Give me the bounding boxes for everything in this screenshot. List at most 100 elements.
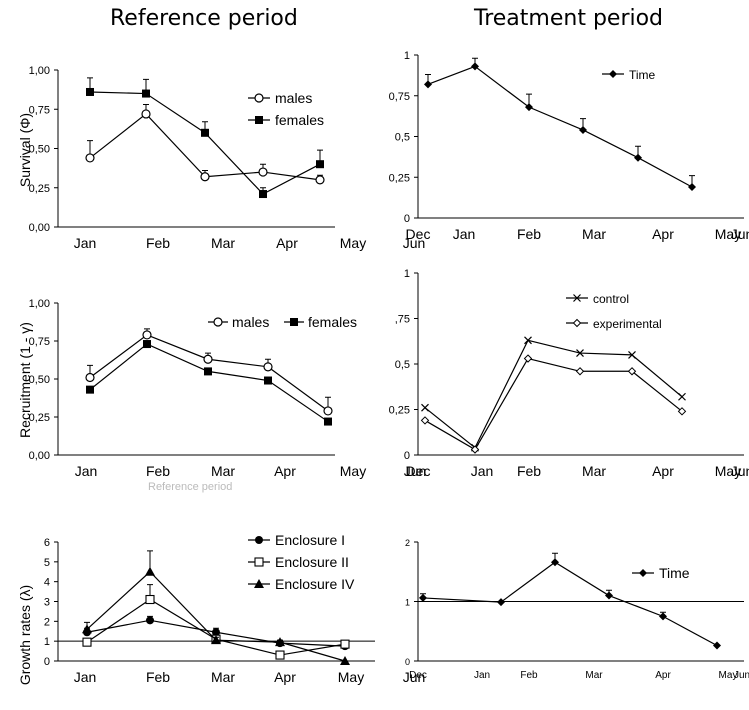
legend-marker [254, 93, 264, 103]
data-point [258, 167, 268, 177]
series-line [422, 561, 718, 647]
data-point [688, 183, 696, 192]
x-tick-label: Jun [403, 669, 426, 685]
x-tick-label: Feb [146, 235, 170, 251]
x-tick-label: Jan [74, 235, 97, 251]
data-point [678, 392, 686, 401]
x-tick-label: May [340, 235, 366, 251]
y-tick-label: 1,00 [29, 65, 50, 77]
legend: males females [248, 90, 324, 128]
y-tick-label: 3 [44, 597, 50, 609]
y-tick-label: 0,25 [389, 405, 410, 417]
data-point [203, 354, 213, 364]
series-females [86, 77, 324, 199]
data-point [340, 639, 350, 649]
data-point [86, 87, 94, 96]
data-point [551, 558, 559, 567]
data-point [86, 385, 94, 394]
y-tick-label: 4 [44, 577, 50, 589]
data-point [420, 416, 430, 425]
y-tick-label: 0,75 [29, 104, 50, 116]
series-control [421, 336, 686, 452]
data-point [146, 616, 154, 625]
x-tick-label: Mar [211, 235, 235, 251]
data-point [263, 362, 273, 372]
x-tick-label: May [340, 463, 366, 479]
x-tick-label: May [715, 463, 741, 479]
series-males [85, 104, 325, 185]
x-tick-label: Jan [474, 670, 490, 681]
data-point [141, 109, 151, 119]
data-point [576, 349, 584, 358]
y-tick-label: 0,5 [395, 359, 410, 371]
series-time [419, 552, 721, 650]
data-point [628, 350, 636, 359]
y-tick-label: 2 [44, 616, 50, 628]
y-axis-label: Growth rates (λ) [17, 585, 33, 685]
x-tick-label: Feb [146, 463, 170, 479]
data-point [211, 635, 221, 645]
data-point [627, 367, 637, 376]
stray-text: Reference period [148, 481, 232, 493]
x-tick-label: Mar [211, 463, 235, 479]
legend-label: Time [629, 68, 656, 82]
data-point [82, 637, 92, 647]
y-tick-label: 1 [405, 598, 410, 608]
data-point [579, 125, 587, 134]
series-experimental [420, 354, 687, 454]
x-tick-label: Dec [406, 226, 431, 242]
series-line [427, 65, 693, 188]
x-tick-label: Mar [582, 463, 606, 479]
x-tick-label: Apr [652, 463, 674, 479]
data-point [421, 403, 429, 412]
data-point [575, 367, 585, 376]
y-tick-label: 0,75 [389, 91, 410, 103]
right-column-title: Treatment period [474, 6, 664, 31]
legend-label: Enclosure I [275, 532, 345, 548]
legend-marker [254, 579, 264, 588]
legend-marker [255, 116, 263, 124]
legend-label: control [593, 292, 629, 306]
data-point [340, 656, 350, 665]
data-point [525, 103, 533, 112]
x-tick-label: Apr [274, 669, 296, 685]
x-tick-label: Feb [517, 226, 541, 242]
legend: control experimental [566, 292, 662, 331]
data-point [424, 80, 432, 89]
series-females [86, 340, 332, 426]
data-point [275, 650, 285, 660]
left-column-title: Reference period [110, 6, 298, 31]
legend: Time [602, 68, 656, 82]
legend: Enclosure I Enclosure II Enclosure IV [248, 532, 355, 592]
legend-marker [609, 70, 617, 78]
legend: Time [632, 565, 690, 581]
legend-marker [639, 569, 647, 577]
series-line [86, 598, 346, 656]
y-tick-label: 5 [44, 557, 50, 569]
data-point [524, 336, 532, 345]
y-tick-label: 0,00 [29, 222, 50, 234]
y-tick-label: 0 [405, 657, 410, 667]
data-point [605, 591, 613, 600]
series-enclosure-iv [82, 550, 350, 665]
data-point [204, 367, 212, 376]
data-point [677, 407, 687, 416]
legend-marker [290, 318, 298, 326]
x-tick-label: Mar [585, 670, 603, 681]
data-point [145, 594, 155, 605]
y-tick-label: 0,50 [29, 144, 50, 156]
legend-label: Enclosure II [275, 554, 349, 570]
x-tick-label: May [719, 670, 738, 681]
x-tick-label: Jun [731, 226, 749, 242]
x-tick-label: Apr [276, 235, 298, 251]
x-tick-label: May [338, 669, 364, 685]
data-point [201, 128, 209, 137]
data-point [275, 637, 285, 647]
x-tick-label: Jun [403, 235, 426, 251]
legend-label: males [275, 90, 312, 106]
y-tick-label: 0 [404, 213, 410, 225]
data-point [324, 417, 332, 426]
series-males [85, 328, 333, 416]
legend-marker [572, 318, 582, 328]
